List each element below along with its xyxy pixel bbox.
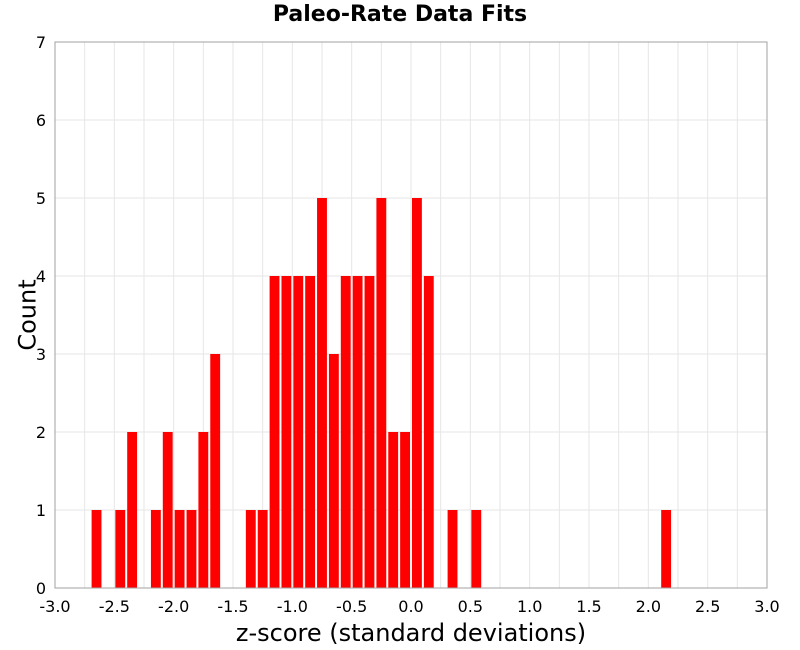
chart-title: Paleo-Rate Data Fits [272,2,528,27]
x-tick-label: 3.0 [754,597,779,616]
histogram-bar [91,510,102,588]
histogram-bar [447,510,458,588]
histogram-bar [269,276,280,588]
y-tick-label: 3 [36,345,46,364]
histogram-bar [661,510,672,588]
histogram-bar [127,432,138,588]
x-tick-label: 2.5 [695,597,720,616]
x-tick-label: -3.0 [39,597,70,616]
histogram-bar [376,198,387,588]
x-tick-label: 1.0 [517,597,542,616]
x-tick-label: -2.5 [99,597,130,616]
y-tick-labels: 0 1 2 3 4 5 6 7 [36,33,46,598]
histogram-bar [317,198,327,588]
histogram-bar [150,510,161,588]
histogram-bar [115,510,126,588]
histogram-bar [210,354,221,588]
histogram-bar [162,432,173,588]
histogram-bar [174,510,185,588]
y-tick-label: 5 [36,189,46,208]
y-tick-label: 6 [36,111,46,130]
histogram-bar [257,510,268,588]
x-tick-label: -1.5 [217,597,248,616]
x-tick-label: 0.0 [398,597,423,616]
histogram-bar [340,276,351,588]
histogram-bar [305,276,316,588]
bars [91,198,672,588]
histogram-bar [328,354,339,588]
histogram-bar [281,276,292,588]
plot-frame [54,41,768,589]
histogram-bar [423,276,434,588]
x-axis-title: z-score (standard deviations) [236,619,586,647]
y-tick-label: 2 [36,423,46,442]
histogram-bar [471,510,482,588]
histogram-bar [198,432,209,588]
histogram-bar [186,510,197,588]
y-axis-title: Count [13,279,41,350]
y-tick-label: 0 [36,579,46,598]
x-tick-label: 2.0 [636,597,661,616]
histogram-bar [293,276,304,588]
y-tick-label: 4 [36,267,46,286]
y-tick-label: 1 [36,501,46,520]
x-tick-label: 1.5 [576,597,601,616]
x-tick-label: -2.0 [158,597,189,616]
histogram-bar [245,510,256,588]
x-tick-label: 0.5 [458,597,483,616]
histogram-bar [352,276,363,588]
x-tick-labels: -3.0 -2.5 -2.0 -1.5 -1.0 -0.5 0.0 0.5 1.0 1.5 2.0 2… [39,597,779,616]
y-tick-label: 7 [36,33,46,52]
grid-lines [55,42,767,588]
histogram-bar [364,276,375,588]
histogram-bar [412,198,422,588]
x-tick-label: -1.0 [277,597,308,616]
x-tick-label: -0.5 [336,597,367,616]
histogram-bar [400,432,410,588]
histogram-bar [388,432,399,588]
